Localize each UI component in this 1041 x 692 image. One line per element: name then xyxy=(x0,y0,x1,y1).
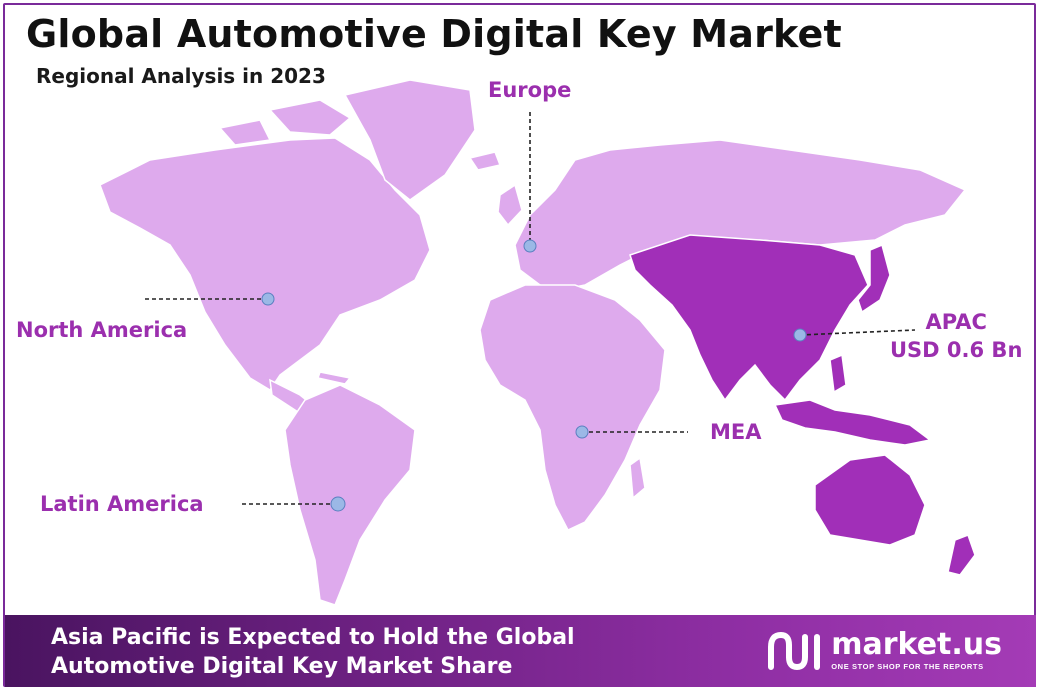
region-mea xyxy=(479,284,666,531)
page-subtitle: Regional Analysis in 2023 xyxy=(36,64,326,88)
brand-name: market.us xyxy=(831,626,1002,662)
region-madagascar xyxy=(629,456,646,500)
market-us-logo-icon xyxy=(768,631,821,671)
label-apac: APAC USD 0.6 Bn xyxy=(890,308,1022,364)
footer-line-2: Automotive Digital Key Market Share xyxy=(51,654,513,679)
footer-banner: Asia Pacific is Expected to Hold the Glo… xyxy=(5,615,1036,687)
brand: market.us ONE STOP SHOP FOR THE REPORTS xyxy=(765,627,1002,673)
brand-tagline: ONE STOP SHOP FOR THE REPORTS xyxy=(831,661,984,671)
label-mea: MEA xyxy=(710,420,762,444)
marker-latin-america xyxy=(330,496,346,512)
marker-north-america xyxy=(261,292,275,306)
region-apac-australia xyxy=(814,454,926,546)
label-latin-america: Latin America xyxy=(40,492,204,516)
region-caribbean xyxy=(317,371,352,385)
region-greenland xyxy=(343,79,476,201)
page-title: Global Automotive Digital Key Market xyxy=(26,12,842,56)
region-apac-islands xyxy=(773,399,932,446)
footer-statement: Asia Pacific is Expected to Hold the Glo… xyxy=(51,623,575,681)
marker-mea xyxy=(575,425,589,439)
leader-line-apac xyxy=(799,329,916,336)
label-europe: Europe xyxy=(488,78,572,102)
region-apac-new-zealand xyxy=(947,534,976,576)
label-apac-value: USD 0.6 Bn xyxy=(890,338,1023,362)
region-apac-mainland xyxy=(629,234,869,402)
region-apac-philippines xyxy=(829,353,847,394)
label-apac-name: APAC xyxy=(925,310,987,334)
region-apac-japan xyxy=(857,243,891,314)
label-north-america: North America xyxy=(16,318,188,342)
region-arctic-islands-2 xyxy=(218,119,272,146)
region-iceland xyxy=(468,151,502,171)
footer-line-1: Asia Pacific is Expected to Hold the Glo… xyxy=(51,625,575,650)
region-arctic-islands xyxy=(268,99,352,136)
region-uk xyxy=(497,183,523,227)
marker-europe xyxy=(523,239,537,253)
region-latin-america xyxy=(284,384,416,606)
marker-apac xyxy=(793,328,807,342)
region-north-america xyxy=(99,137,431,392)
region-europe xyxy=(514,139,967,291)
